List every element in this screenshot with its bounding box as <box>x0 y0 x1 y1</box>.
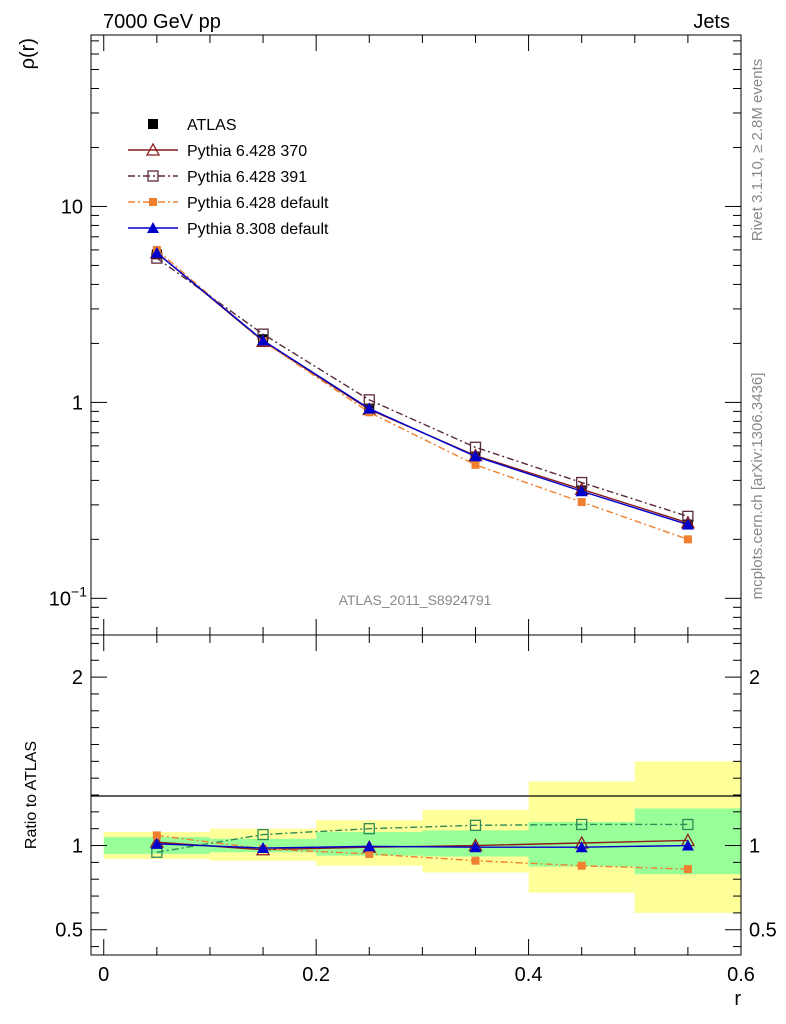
main-series-3-point-3 <box>471 460 480 469</box>
legend-entry-1: Pythia 6.428 370 <box>128 142 307 160</box>
legend-label-3: Pythia 6.428 default <box>187 195 329 212</box>
ratio-series-1-point-2 <box>363 823 375 835</box>
ratio-series-3-point-2 <box>363 840 376 852</box>
ratio-series-1-point-5 <box>682 818 694 831</box>
header-right-label: Jets <box>693 11 730 33</box>
legend-marker-1 <box>145 142 161 156</box>
main-series-3-point-4 <box>577 498 586 507</box>
ratio-y-tick-label-right-2: 2 <box>749 667 760 689</box>
ratio-frame <box>90 634 742 956</box>
legend-entry-3: Pythia 6.428 default <box>128 195 329 212</box>
legend-entry-0: ATLAS <box>148 117 237 134</box>
legend-marker-0 <box>148 119 158 129</box>
header-left-label: 7000 GeV pp <box>103 11 221 33</box>
legend-marker-2 <box>147 170 159 182</box>
ratio-series-3-point-1 <box>257 842 270 854</box>
ratio-series-2-point-3 <box>471 856 480 865</box>
mcplots-label: mcplots.cern.ch [arXiv:1306.3436] <box>749 373 766 600</box>
main-series-layer <box>149 245 695 544</box>
ratio-y-tick-label-left-2: 2 <box>72 667 83 689</box>
ratio-series-layer <box>149 818 695 874</box>
ratio-series-3-point-5 <box>681 839 694 851</box>
ratio-series-2-point-0 <box>152 831 161 840</box>
x-tick-label-1: 0.2 <box>302 964 330 986</box>
legend-label-1: Pythia 6.428 370 <box>187 143 307 160</box>
ratio-series-1-point-4 <box>576 818 588 831</box>
ratio-series-3-point-4 <box>575 841 588 853</box>
legend-label-0: ATLAS <box>187 117 237 134</box>
ratio-series-2-point-4 <box>577 861 586 870</box>
main-series-4-point-2 <box>363 402 376 414</box>
ratio-series-2-point-5 <box>683 865 692 874</box>
ratio-panel: 0 0.2 0.4 0.6 0.5 0.5 1 1 2 2 Ratio to ATLAS r <box>23 634 777 1010</box>
legend-marker-3 <box>149 198 157 206</box>
main-series-4 <box>150 246 694 530</box>
ratio-y-tick-label-left-0: 0.5 <box>55 920 83 942</box>
legend-entry-2: Pythia 6.428 391 <box>128 169 307 186</box>
x-tick-label-3: 0.6 <box>727 964 755 986</box>
main-y-tick-label-2: 10−1 <box>49 583 87 610</box>
main-series-4-point-3 <box>469 450 482 462</box>
ratio-y-tick-label-right-1: 1 <box>749 836 760 858</box>
legend-marker-4 <box>147 222 159 233</box>
ratio-series-2-point-2 <box>365 849 374 858</box>
analysis-id-label: ATLAS_2011_S8924791 <box>339 592 492 608</box>
ratio-series-3-point-0 <box>150 837 163 849</box>
ratio-y-tick-label-left-1: 1 <box>72 836 83 858</box>
legend-label-2: Pythia 6.428 391 <box>187 169 307 186</box>
legend-label-4: Pythia 8.308 default <box>187 221 329 238</box>
x-tick-label-0: 0 <box>98 964 109 986</box>
ratio-series-3-line <box>156 843 688 849</box>
ratio-series-1 <box>151 818 694 858</box>
main-series-2-line <box>156 257 689 518</box>
main-series-4-point-1 <box>257 334 270 346</box>
ratio-y-tick-label-right-0: 0.5 <box>749 920 777 942</box>
legend-entry-4: Pythia 8.308 default <box>128 221 329 238</box>
main-y-axis-label: ρ(r) <box>17 38 39 69</box>
ratio-series-3 <box>150 837 694 854</box>
ratio-series-1-point-3 <box>469 819 482 831</box>
main-axis-ticks: 10 1 10−1 <box>49 35 742 635</box>
main-panel: 10 1 10−1 ρ(r) ATLAS_2011_S8924791 ATLAS Py… <box>17 34 742 636</box>
x-tick-label-2: 0.4 <box>515 964 543 986</box>
main-series-4-point-0 <box>150 246 163 258</box>
ratio-y-axis-label: Ratio to ATLAS <box>23 741 40 849</box>
legend: ATLAS Pythia 6.428 370 Pythia 6.428 391 Pyt… <box>128 117 329 238</box>
main-series-4-line <box>156 252 689 526</box>
ratio-series-3-point-3 <box>469 841 482 853</box>
ratio-series-1-point-1 <box>257 828 269 841</box>
main-series-4-point-4 <box>575 485 588 497</box>
x-axis-label: r <box>734 988 741 1010</box>
rivet-label: Rivet 3.1.10, ≥ 2.8M events <box>749 59 766 242</box>
ratio-series-2-line <box>156 834 688 870</box>
main-y-tick-label-0: 10 <box>61 196 83 218</box>
main-series-4-point-5 <box>681 518 694 530</box>
main-series-3-point-5 <box>683 535 692 544</box>
main-y-tick-label-1: 1 <box>72 392 83 414</box>
